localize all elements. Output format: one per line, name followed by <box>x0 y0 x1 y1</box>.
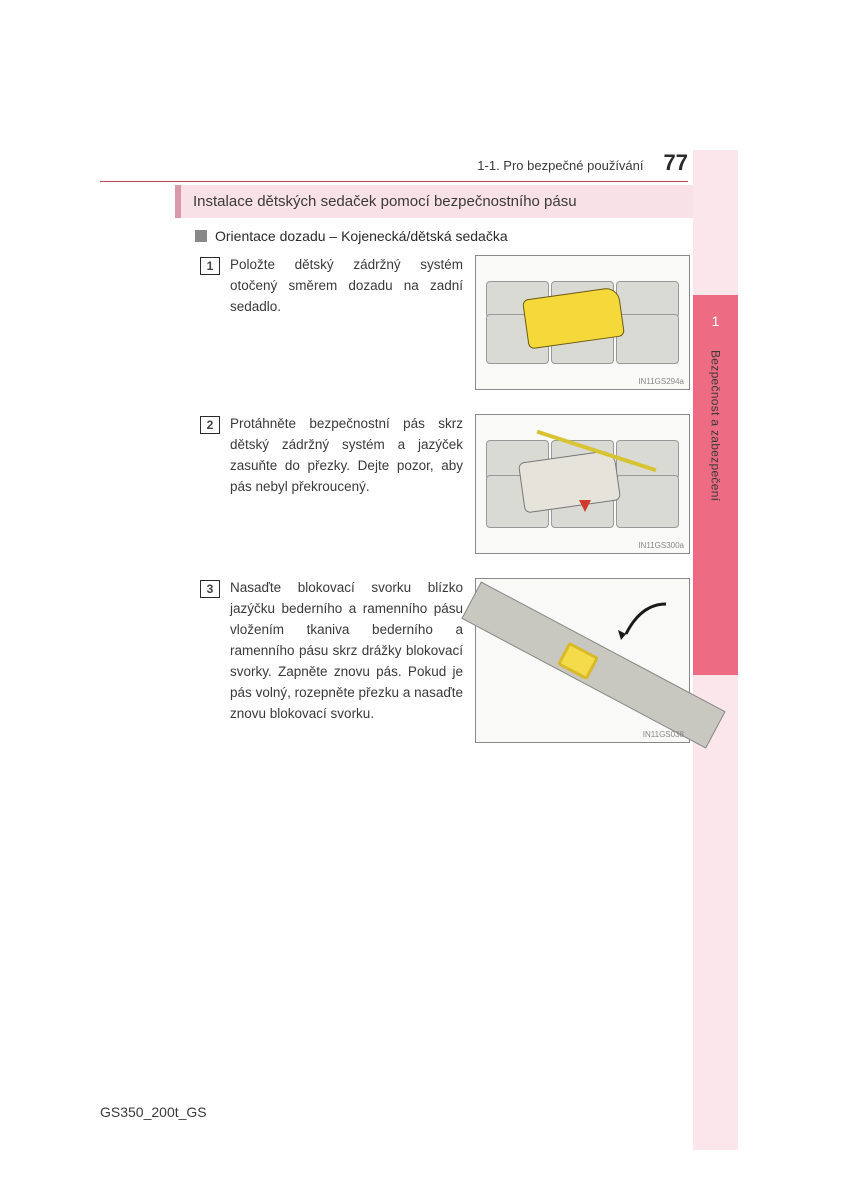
step-text: Položte dětský zádržný systém otočený sm… <box>230 255 463 390</box>
step-text: Nasaďte blokovací svorku blízko jazýčku … <box>230 578 463 743</box>
seat-drawing <box>486 440 679 528</box>
section-title: Instalace dětských sedaček pomocí bezpeč… <box>175 185 693 218</box>
image-code: IN11GS038 <box>643 730 684 739</box>
step-item: 3 Nasaďte blokovací svorku blízko jazýčk… <box>200 578 690 743</box>
arrow-curve-icon <box>611 599 671 649</box>
subsection-title: Orientace dozadu – Kojenecká/dětská seda… <box>215 228 508 244</box>
steps-list: 1 Položte dětský zádržný systém otočený … <box>200 255 690 767</box>
footer-model-code: GS350_200t_GS <box>100 1104 207 1120</box>
side-panel-top <box>693 150 738 295</box>
step-item: 2 Protáhněte bezpečnostní pás skrz dětsk… <box>200 414 690 554</box>
chapter-number: 1 <box>693 313 738 329</box>
step-body: Protáhněte bezpečnostní pás skrz dětský … <box>230 414 690 554</box>
step-body: Položte dětský zádržný systém otočený sm… <box>230 255 690 390</box>
step-number-box: 1 <box>200 257 220 275</box>
step-item: 1 Položte dětský zádržný systém otočený … <box>200 255 690 390</box>
chapter-label: Bezpečnost a zabezpečení <box>709 350 723 501</box>
breadcrumb: 1-1. Pro bezpečné používání <box>477 158 643 173</box>
step-body: Nasaďte blokovací svorku blízko jazýčku … <box>230 578 690 743</box>
image-code: IN11GS300a <box>638 541 684 550</box>
side-panel-bottom <box>693 675 738 1150</box>
square-bullet-icon <box>195 230 207 242</box>
subsection-heading: Orientace dozadu – Kojenecká/dětská seda… <box>195 228 693 244</box>
step-text: Protáhněte bezpečnostní pás skrz dětský … <box>230 414 463 554</box>
arrow-down-icon <box>579 500 591 512</box>
image-code: IN11GS294a <box>638 377 684 386</box>
header-row: 1-1. Pro bezpečné používání 77 <box>100 150 688 181</box>
step-illustration: IN11GS038 <box>475 578 690 743</box>
page-number: 77 <box>664 150 688 176</box>
step-illustration: IN11GS300a <box>475 414 690 554</box>
chapter-label-wrap: Bezpečnost a zabezpečení <box>693 350 738 655</box>
manual-page: 1 Bezpečnost a zabezpečení 1-1. Pro bezp… <box>0 0 848 1200</box>
step-number-box: 3 <box>200 580 220 598</box>
step-number-box: 2 <box>200 416 220 434</box>
page-header: 1-1. Pro bezpečné používání 77 <box>100 150 688 182</box>
chapter-tab: 1 Bezpečnost a zabezpečení <box>693 295 738 675</box>
step-illustration: IN11GS294a <box>475 255 690 390</box>
seat-drawing <box>486 281 679 364</box>
